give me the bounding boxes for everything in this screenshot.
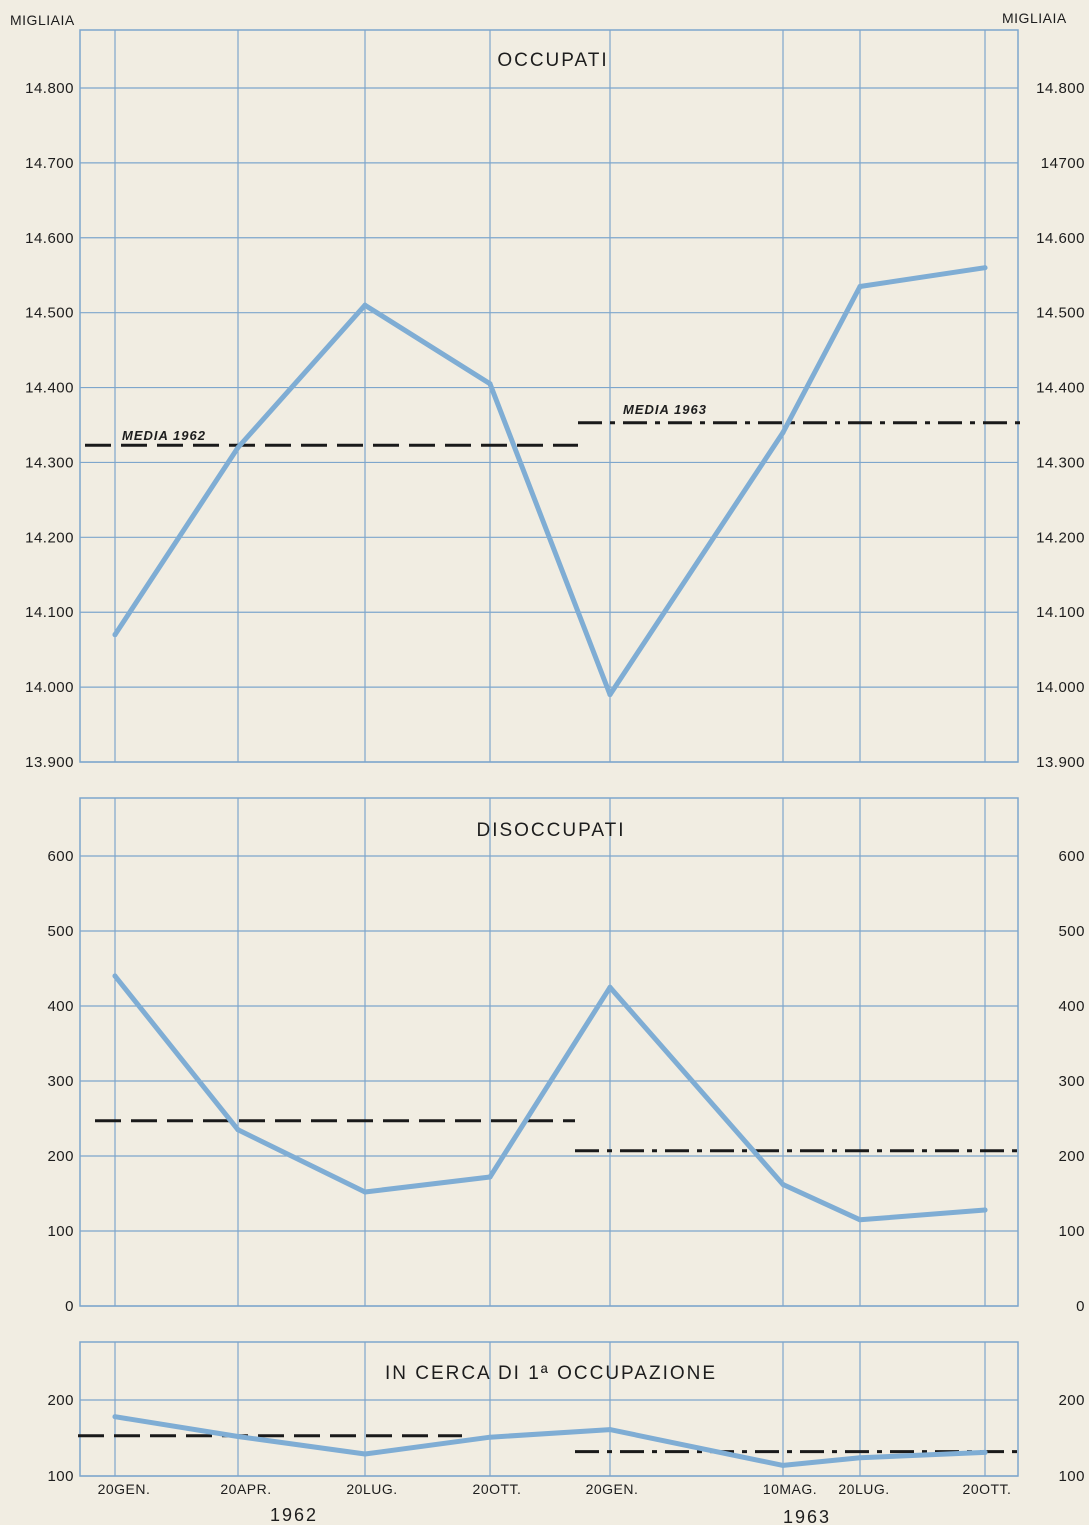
series-line [112,973,988,1223]
y-tick-left: 14.400 [25,380,74,397]
panel-frame [79,1341,1019,1477]
data-point-20ott [982,1449,988,1455]
panel-title: DISOCCUPATI [476,820,625,841]
unit-label-right: MIGLIAIA [1002,10,1067,26]
data-point-20lug [362,302,368,308]
y-tick-left: 14.700 [25,155,74,172]
panel-disoccupati: 600 500 400 300 200 100 0 600 500 400 300 200 100 0 DI… [47,797,1085,1315]
y-tick-right: 14.000 [1036,679,1085,696]
y-tick-left: 0 [65,1298,74,1315]
y-tick-right: 14.100 [1036,604,1085,621]
chart-layer: 14.800 14.700 14.600 14.500 14.400 14.300 14.2… [25,29,1085,1497]
y-tick-left: 13.900 [25,754,74,771]
y-tick-left: 14.200 [25,529,74,546]
data-point-20apr [235,1433,241,1439]
panel-frame [79,29,1019,763]
data-point-20lug [857,1217,863,1223]
data-point-20gen [607,1427,613,1433]
x-tick-20lug: 20LUG. [838,1481,889,1497]
y-tick-right: 600 [1058,848,1085,865]
data-point-20gen [607,692,613,698]
y-tick-right: 13.900 [1036,754,1085,771]
y-tick-right: 14.400 [1036,380,1085,397]
data-point-20ott [487,1434,493,1440]
panel-occupati: 14.800 14.700 14.600 14.500 14.400 14.300 14.2… [25,29,1085,771]
series-line [112,1414,988,1468]
y-tick-left: 14.600 [25,230,74,247]
series-line [112,265,988,698]
y-tick-right: 14700 [1041,155,1085,172]
y-tick-right: 200 [1058,1148,1085,1165]
y-tick-left: 200 [47,1148,74,1165]
y-tick-right: 100 [1058,1468,1085,1485]
x-tick-20lug: 20LUG. [346,1481,397,1497]
x-tick-20gen: 20GEN. [586,1481,639,1497]
data-point-10mag [780,1182,786,1187]
y-tick-right: 14.600 [1036,230,1085,247]
y-tick-left: 100 [47,1468,74,1485]
panel-title: IN CERCA DI 1ª OCCUPAZIONE [385,1363,717,1384]
x-tick-20ott: 20OTT. [963,1481,1012,1497]
data-point-20ott [487,381,493,387]
data-point-20apr [235,1127,241,1133]
y-tick-right: 14.800 [1036,80,1085,97]
data-point-20lug [362,1451,368,1457]
year-label-1962: 1962 [270,1505,318,1525]
data-point-20apr [235,444,241,450]
y-tick-left: 14.500 [25,305,74,322]
x-tick-10mag: 10MAG. [763,1481,817,1497]
y-tick-left: 300 [47,1073,74,1090]
x-tick-20ott: 20OTT. [473,1481,522,1497]
y-tick-left: 400 [47,998,74,1015]
y-tick-right: 14.200 [1036,529,1085,546]
y-tick-left: 14.000 [25,679,74,696]
panel-frame [79,797,1019,1307]
y-tick-right: 400 [1058,998,1085,1015]
data-point-20lug [857,283,863,289]
y-tick-right: 300 [1058,1073,1085,1090]
mean-label: MEDIA 1962 [122,428,206,443]
mean-label: MEDIA 1963 [623,402,707,417]
data-point-20ott [487,1174,493,1180]
y-tick-left: 14.100 [25,604,74,621]
x-tick-20gen: 20GEN. [98,1481,151,1497]
data-point-20gen [112,632,118,638]
x-tick-20apr: 20APR. [220,1481,271,1497]
y-tick-right: 14.300 [1036,454,1085,471]
data-point-20ott [982,1207,988,1213]
y-tick-right: 14.500 [1036,305,1085,322]
data-point-10mag [780,429,786,435]
data-point-20gen [112,1414,118,1420]
y-tick-left: 14.300 [25,454,74,471]
data-point-10mag [780,1462,786,1468]
data-point-20lug [362,1189,368,1195]
data-point-20lug [857,1455,863,1461]
data-point-20ott [982,265,988,271]
y-tick-left: 100 [47,1223,74,1240]
data-point-20gen [112,973,118,979]
y-tick-right: 500 [1058,923,1085,940]
y-tick-right: 0 [1076,1298,1085,1315]
panel-in-cerca-di-1-occupazione: 200 100 200 100 IN CERCA DI 1ª OCCUPAZIONE [47,1341,1085,1485]
y-tick-left: 14.800 [25,80,74,97]
y-tick-right: 100 [1058,1223,1085,1240]
unit-label-left: MIGLIAIA [10,12,75,28]
year-label-1963: 1963 [783,1507,831,1525]
y-tick-right: 200 [1058,1392,1085,1409]
panel-title: OCCUPATI [497,50,608,71]
y-tick-left: 500 [47,923,74,940]
y-tick-left: 600 [47,848,74,865]
y-tick-left: 200 [47,1392,74,1409]
data-point-20gen [607,984,613,990]
